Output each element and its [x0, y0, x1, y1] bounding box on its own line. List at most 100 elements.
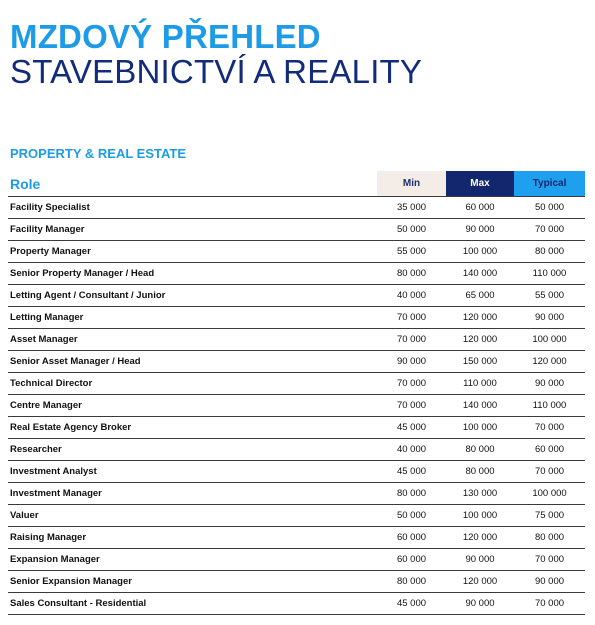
cell-max: 140 000	[446, 394, 514, 417]
table-row: Facility Specialist 35 000 60 000 50 000	[8, 196, 585, 219]
cell-max: 110 000	[446, 372, 514, 395]
cell-role: Property Manager	[8, 240, 377, 263]
table-row: Letting Agent / Consultant / Junior 40 00…	[8, 284, 585, 307]
cell-typical: 70 000	[514, 460, 585, 483]
cell-min: 40 000	[377, 438, 446, 461]
cell-min: 70 000	[377, 394, 446, 417]
cell-min: 70 000	[377, 306, 446, 329]
page-subtitle: STAVEBNICTVÍ A REALITY	[10, 53, 423, 90]
cell-min: 80 000	[377, 262, 446, 285]
cell-min: 60 000	[377, 548, 446, 571]
table-row: Real Estate Agency Broker 45 000 100 000 70…	[8, 416, 585, 439]
cell-role: Letting Manager	[8, 306, 377, 329]
cell-min: 70 000	[377, 328, 446, 351]
table-row: Senior Expansion Manager 80 000 120 000 90 …	[8, 570, 585, 593]
column-header-max: Max	[446, 171, 514, 197]
cell-typical: 75 000	[514, 504, 585, 527]
table-body: Facility Specialist 35 000 60 000 50 000 Fac…	[8, 196, 585, 615]
table-row: Researcher 40 000 80 000 60 000	[8, 438, 585, 461]
cell-min: 60 000	[377, 526, 446, 549]
cell-max: 120 000	[446, 570, 514, 593]
cell-max: 130 000	[446, 482, 514, 505]
cell-min: 55 000	[377, 240, 446, 263]
cell-role: Investment Manager	[8, 482, 377, 505]
table-row: Letting Manager 70 000 120 000 90 000	[8, 306, 585, 329]
cell-role: Sales Consultant - Residential	[8, 592, 377, 615]
cell-min: 45 000	[377, 460, 446, 483]
cell-max: 80 000	[446, 438, 514, 461]
salary-table-container: Role Min Max Typical Facility Specialist…	[8, 171, 585, 615]
table-header: Role Min Max Typical	[8, 171, 585, 197]
cell-typical: 90 000	[514, 570, 585, 593]
table-row: Technical Director 70 000 110 000 90 000	[8, 372, 585, 395]
cell-role: Letting Agent / Consultant / Junior	[8, 284, 377, 307]
cell-max: 120 000	[446, 328, 514, 351]
cell-min: 35 000	[377, 196, 446, 219]
page-title: MZDOVÝ PŘEHLED	[10, 18, 321, 55]
cell-typical: 70 000	[514, 416, 585, 439]
cell-typical: 120 000	[514, 350, 585, 373]
cell-role: Senior Expansion Manager	[8, 570, 377, 593]
cell-min: 40 000	[377, 284, 446, 307]
table-row: Senior Asset Manager / Head 90 000 150 000…	[8, 350, 585, 373]
cell-max: 150 000	[446, 350, 514, 373]
cell-typical: 80 000	[514, 526, 585, 549]
cell-min: 45 000	[377, 416, 446, 439]
table-row: Asset Manager 70 000 120 000 100 000	[8, 328, 585, 351]
salary-table: Role Min Max Typical Facility Specialist…	[8, 171, 585, 615]
column-header-role: Role	[8, 171, 377, 197]
cell-typical: 60 000	[514, 438, 585, 461]
cell-typical: 70 000	[514, 548, 585, 571]
cell-max: 120 000	[446, 526, 514, 549]
cell-role: Real Estate Agency Broker	[8, 416, 377, 439]
cell-min: 45 000	[377, 592, 446, 615]
cell-max: 100 000	[446, 416, 514, 439]
table-header-row: Role Min Max Typical	[8, 171, 585, 197]
cell-role: Centre Manager	[8, 394, 377, 417]
column-header-typical: Typical	[514, 171, 585, 197]
cell-max: 140 000	[446, 262, 514, 285]
cell-min: 80 000	[377, 570, 446, 593]
table-row: Sales Consultant - Residential 45 000 90 0…	[8, 592, 585, 615]
page-header: MZDOVÝ PŘEHLED STAVEBNICTVÍ A REALITY	[10, 18, 585, 90]
cell-typical: 80 000	[514, 240, 585, 263]
table-row: Centre Manager 70 000 140 000 110 000	[8, 394, 585, 417]
table-row: Valuer 50 000 100 000 75 000	[8, 504, 585, 527]
cell-role: Facility Manager	[8, 218, 377, 241]
cell-min: 50 000	[377, 504, 446, 527]
cell-max: 60 000	[446, 196, 514, 219]
cell-role: Expansion Manager	[8, 548, 377, 571]
cell-min: 70 000	[377, 372, 446, 395]
table-row: Senior Property Manager / Head 80 000 140 …	[8, 262, 585, 285]
cell-max: 100 000	[446, 240, 514, 263]
cell-role: Facility Specialist	[8, 196, 377, 219]
cell-role: Investment Analyst	[8, 460, 377, 483]
cell-max: 80 000	[446, 460, 514, 483]
table-row: Expansion Manager 60 000 90 000 70 000	[8, 548, 585, 571]
cell-typical: 110 000	[514, 394, 585, 417]
cell-role: Valuer	[8, 504, 377, 527]
table-row: Property Manager 55 000 100 000 80 000	[8, 240, 585, 263]
cell-typical: 110 000	[514, 262, 585, 285]
cell-typical: 90 000	[514, 306, 585, 329]
cell-min: 90 000	[377, 350, 446, 373]
cell-min: 80 000	[377, 482, 446, 505]
table-row: Facility Manager 50 000 90 000 70 000	[8, 218, 585, 241]
cell-role: Technical Director	[8, 372, 377, 395]
cell-role: Researcher	[8, 438, 377, 461]
cell-typical: 50 000	[514, 196, 585, 219]
cell-role: Raising Manager	[8, 526, 377, 549]
section-title: PROPERTY & REAL ESTATE	[10, 146, 187, 161]
cell-typical: 70 000	[514, 218, 585, 241]
cell-role: Senior Asset Manager / Head	[8, 350, 377, 373]
cell-typical: 70 000	[514, 592, 585, 615]
cell-max: 90 000	[446, 548, 514, 571]
cell-typical: 100 000	[514, 328, 585, 351]
cell-typical: 55 000	[514, 284, 585, 307]
cell-min: 50 000	[377, 218, 446, 241]
table-row: Investment Analyst 45 000 80 000 70 000	[8, 460, 585, 483]
cell-typical: 90 000	[514, 372, 585, 395]
cell-max: 120 000	[446, 306, 514, 329]
cell-max: 65 000	[446, 284, 514, 307]
cell-role: Senior Property Manager / Head	[8, 262, 377, 285]
